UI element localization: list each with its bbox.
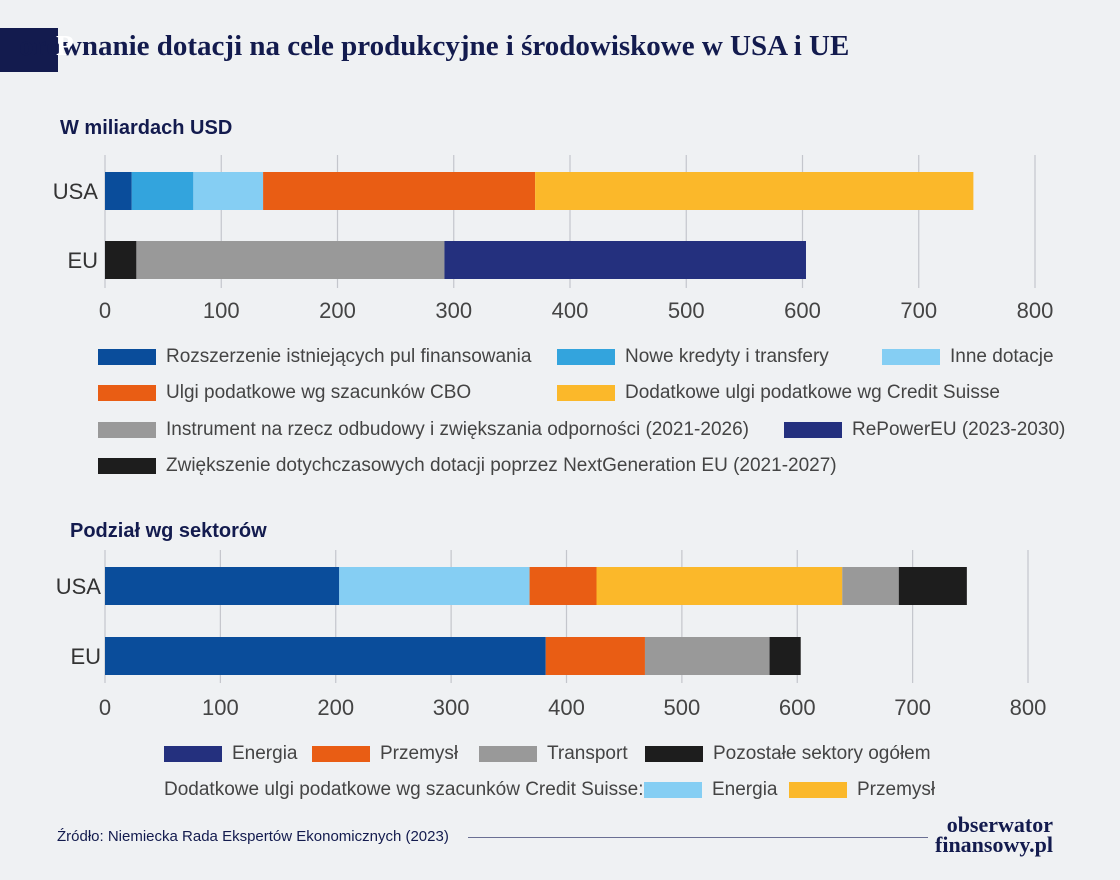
legend1-swatch [557, 349, 615, 365]
legend1-label: Inne dotacje [950, 346, 1054, 367]
chart1-tick-label: 700 [900, 298, 937, 323]
legend2-item: Energia [644, 779, 778, 801]
title-rest: orównanie dotacji na cele produkcyjne i … [19, 30, 850, 62]
chart2-bar-segment [545, 637, 645, 675]
legend1-label: RePowerEU (2023-2030) [852, 419, 1066, 440]
legend1-label: Zwiększenie dotychczasowych dotacji popr… [166, 455, 837, 476]
legend2-item: Transport [479, 743, 628, 765]
chart1-bar-segment [136, 241, 445, 279]
legend2-cs-prefix: Dodatkowe ulgi podatkowe wg szacunków Cr… [164, 779, 644, 800]
title-initial: P [56, 30, 74, 62]
logo-line1: obserwator [946, 812, 1053, 837]
chart1-tick-label: 0 [99, 298, 111, 323]
chart1-bar-segment [263, 172, 536, 210]
legend2-label: Energia [712, 779, 778, 800]
legend1-item: Inne dotacje [882, 346, 1054, 368]
source-note: Źródło: Niemiecka Rada Ekspertów Ekonomi… [57, 828, 449, 845]
chart1-tick-label: 400 [552, 298, 589, 323]
legend1-label: Instrument na rzecz odbudowy i zwiększan… [166, 419, 749, 440]
legend2-item: Pozostałe sektory ogółem [645, 743, 931, 765]
legend2-label: Przemysł [380, 743, 459, 764]
legend1-item: Ulgi podatkowe wg szacunków CBO [98, 382, 471, 404]
legend2-label: Przemysł [857, 779, 936, 800]
legend2-label: Pozostałe sektory ogółem [713, 743, 931, 764]
chart2-bar-segment [529, 567, 597, 605]
chart1-bar-segment [105, 241, 137, 279]
chart2-bar-segment [769, 637, 801, 675]
legend2-item: Energia [164, 743, 298, 765]
chart2-tick-label: 100 [202, 695, 239, 720]
legend1-item: Instrument na rzecz odbudowy i zwiększan… [98, 419, 749, 441]
legend2-label: Energia [232, 743, 298, 764]
chart2-tick-label: 600 [779, 695, 816, 720]
legend1-label: Nowe kredyty i transfery [625, 346, 829, 367]
chart2-tick-label: 400 [548, 695, 585, 720]
legend2-item: Przemysł [312, 743, 458, 765]
legend2-swatch [164, 746, 222, 762]
legend1-swatch [882, 349, 940, 365]
legend2-swatch [644, 782, 702, 798]
legend2-swatch [479, 746, 537, 762]
chart2-subtitle: Podział wg sektorów [70, 520, 267, 542]
legend1-swatch [557, 385, 615, 401]
legend1-item: Nowe kredyty i transfery [557, 346, 829, 368]
legend1-label: Ulgi podatkowe wg szacunków CBO [166, 382, 472, 403]
chart2-tick-label: 500 [664, 695, 701, 720]
chart2-bar-segment [842, 567, 899, 605]
chart1-bar-segment [444, 241, 806, 279]
chart1-tick-label: 500 [668, 298, 705, 323]
legend1-item: Zwiększenie dotychczasowych dotacji popr… [98, 455, 837, 477]
chart1-bar-segment [193, 172, 264, 210]
chart1-bar-segment [131, 172, 194, 210]
legend1-item: Dodatkowe ulgi podatkowe wg Credit Suiss… [557, 382, 1000, 404]
legend2-item: Przemysł [789, 779, 935, 801]
chart1-tick-label: 100 [203, 298, 240, 323]
chart1-tick-label: 800 [1017, 298, 1054, 323]
chart1-tick-label: 200 [319, 298, 356, 323]
chart2-bar-segment [596, 567, 843, 605]
logo-line2: finansowy.pl [935, 832, 1053, 857]
chart1-subtitle: W miliardach USD [60, 117, 233, 139]
legend1-item: RePowerEU (2023-2030) [784, 419, 1065, 441]
chart2-category-label: USA [56, 574, 102, 599]
chart1-tick-label: 300 [435, 298, 472, 323]
legend1-swatch [98, 349, 156, 365]
brand-logo: obserwator finansowy.pl [935, 812, 1053, 857]
chart2-tick-label: 700 [894, 695, 931, 720]
chart2-tick-label: 200 [317, 695, 354, 720]
chart2-bar-segment [339, 567, 530, 605]
legend2-label: Transport [547, 743, 628, 764]
chart2-bar-segment [105, 567, 340, 605]
chart1-bar-segment [105, 172, 132, 210]
chart2-tick-label: 300 [433, 695, 470, 720]
legend1-item: Rozszerzenie istniejących pul finansowan… [98, 346, 531, 368]
chart2-tick-label: 800 [1010, 695, 1047, 720]
chart2-tick-label: 0 [99, 695, 111, 720]
chart2-bar-segment [105, 637, 546, 675]
legend1-label: Dodatkowe ulgi podatkowe wg Credit Suiss… [625, 382, 1000, 403]
chart1-tick-label: 600 [784, 298, 821, 323]
chart2-bar-segment [898, 567, 967, 605]
legend1-swatch [784, 422, 842, 438]
legend1-swatch [98, 385, 156, 401]
legend1-swatch [98, 422, 156, 438]
chart2-bar-segment [644, 637, 770, 675]
chart1-category-label: EU [67, 248, 98, 273]
chart1-bar-segment [535, 172, 974, 210]
chart1-category-label: USA [53, 179, 99, 204]
legend2-swatch [789, 782, 847, 798]
chart2-category-label: EU [70, 644, 101, 669]
source-divider [468, 837, 928, 838]
title-accent-bar [0, 28, 58, 72]
legend2-swatch [312, 746, 370, 762]
legend2-swatch [645, 746, 703, 762]
legend1-label: Rozszerzenie istniejących pul finansowan… [166, 346, 532, 367]
legend1-swatch [98, 458, 156, 474]
